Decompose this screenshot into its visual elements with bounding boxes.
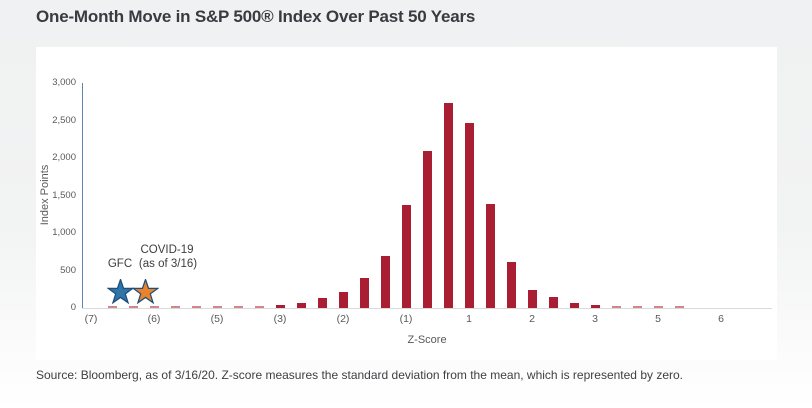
source-footnote: Source: Bloomberg, as of 3/16/20. Z-scor… (36, 368, 683, 382)
x-tick-label: 6 (718, 313, 724, 325)
histogram-bar (527, 290, 537, 308)
histogram-bar (338, 292, 348, 308)
y-tick-label: 500 (60, 264, 76, 276)
x-axis-title: Z-Score (407, 334, 447, 346)
histogram-bar (674, 306, 684, 308)
y-tick-label: 0 (70, 302, 76, 313)
y-tick-label: 2,000 (52, 152, 76, 163)
x-tick-label: 3 (592, 313, 598, 325)
histogram-bar (590, 305, 600, 308)
histogram-bar (380, 256, 390, 308)
y-tick-label: 3,000 (52, 77, 76, 88)
histogram-bar (128, 306, 138, 308)
histogram-bar (317, 298, 327, 308)
x-tick-label: (7) (84, 313, 98, 325)
gfc-annotation-label: GFC (107, 258, 133, 270)
histogram-bar (464, 123, 474, 308)
y-tick-label: 1,500 (52, 189, 76, 201)
x-tick-label: 1 (466, 313, 472, 325)
x-axis-baseline (82, 308, 772, 309)
x-tick-label: (5) (210, 313, 224, 325)
histogram-bar (422, 151, 432, 308)
histogram-bar (191, 306, 201, 308)
histogram-bar (569, 303, 579, 308)
histogram-bar (254, 306, 264, 308)
x-tick-label: (2) (336, 313, 350, 325)
x-tick-label: 2 (529, 313, 535, 325)
histogram-bar (212, 306, 222, 308)
y-axis-line (82, 83, 83, 309)
covid-asof-annotation-label: (as of 3/16) (138, 258, 198, 270)
histogram-bar (275, 305, 285, 308)
histogram-bar (107, 306, 117, 308)
histogram-bar (653, 306, 663, 308)
histogram-bar (170, 306, 180, 308)
histogram-bar (632, 306, 642, 308)
covid-star-icon (132, 279, 159, 304)
x-tick-label: (6) (147, 313, 161, 325)
gfc-star-icon (107, 279, 134, 304)
histogram-bar (296, 303, 306, 308)
x-tick-label: (1) (399, 313, 413, 325)
histogram-bar (548, 297, 558, 308)
histogram-bar (485, 204, 495, 308)
histogram-bar (443, 103, 453, 308)
histogram-bar (506, 262, 516, 308)
histogram-bar (149, 306, 159, 308)
histogram-bar (233, 306, 243, 308)
histogram-bar (611, 306, 621, 308)
chart-card: Index Points 0 500 1,000 1,500 2,000 2,500 3,0… (36, 47, 777, 360)
histogram-bar (359, 278, 369, 308)
x-tick-label: 5 (655, 313, 661, 325)
histogram-bar (401, 205, 411, 308)
y-tick-label: 2,500 (52, 114, 76, 126)
page-title: One-Month Move in S&P 500® Index Over Pa… (36, 7, 476, 26)
y-tick-label: 1,000 (52, 227, 76, 238)
x-tick-label: (3) (273, 313, 287, 325)
covid-annotation-label: COVID-19 (140, 244, 194, 256)
